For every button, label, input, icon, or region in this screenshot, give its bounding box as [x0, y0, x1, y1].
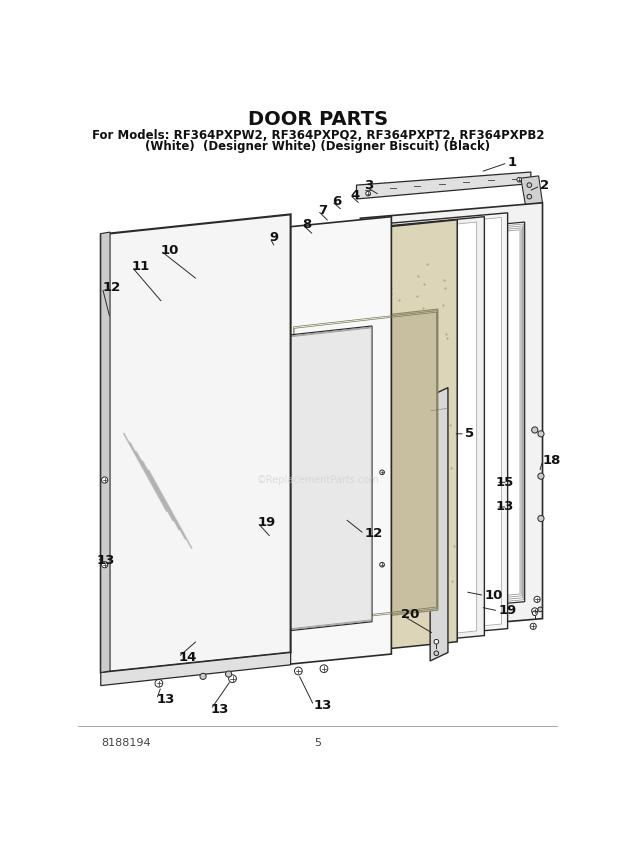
- Circle shape: [538, 431, 544, 437]
- Polygon shape: [360, 203, 542, 634]
- Circle shape: [320, 665, 328, 673]
- Circle shape: [434, 639, 439, 644]
- Polygon shape: [100, 214, 291, 673]
- Text: 12: 12: [102, 281, 120, 294]
- Text: 19: 19: [257, 516, 275, 529]
- Text: 20: 20: [402, 609, 420, 621]
- Text: For Models: RF364PXPW2, RF364PXPQ2, RF364PXPT2, RF364PXPB2: For Models: RF364PXPW2, RF364PXPQ2, RF36…: [92, 128, 544, 141]
- Polygon shape: [275, 220, 458, 660]
- Circle shape: [538, 473, 544, 479]
- Polygon shape: [342, 217, 502, 639]
- Circle shape: [434, 651, 439, 656]
- Text: 15: 15: [496, 476, 514, 489]
- Polygon shape: [205, 217, 391, 673]
- Text: 3: 3: [365, 180, 373, 193]
- Text: 11: 11: [131, 260, 150, 273]
- Text: 10: 10: [161, 244, 179, 257]
- Text: 18: 18: [542, 455, 561, 467]
- Polygon shape: [306, 217, 484, 652]
- Circle shape: [517, 177, 521, 182]
- Text: 6: 6: [332, 195, 341, 208]
- Text: ©ReplacementParts.com: ©ReplacementParts.com: [257, 475, 379, 485]
- Circle shape: [538, 607, 542, 612]
- Circle shape: [527, 183, 532, 187]
- Circle shape: [272, 223, 278, 229]
- Text: (White)  (Designer White) (Designer Biscuit) (Black): (White) (Designer White) (Designer Biscu…: [145, 140, 490, 153]
- Text: 13: 13: [97, 555, 115, 568]
- Text: 1: 1: [508, 157, 516, 169]
- Circle shape: [366, 191, 371, 196]
- Text: 7: 7: [317, 204, 327, 217]
- Text: 13: 13: [211, 703, 229, 716]
- Polygon shape: [265, 228, 285, 660]
- Text: 8: 8: [303, 218, 311, 231]
- Text: 13: 13: [496, 501, 515, 514]
- Circle shape: [527, 194, 532, 199]
- Text: 4: 4: [350, 188, 360, 202]
- Polygon shape: [378, 222, 525, 615]
- Text: 9: 9: [270, 231, 279, 244]
- Text: 19: 19: [498, 604, 516, 617]
- Polygon shape: [430, 388, 448, 661]
- Text: 13: 13: [156, 693, 175, 706]
- Polygon shape: [334, 213, 508, 644]
- Polygon shape: [198, 229, 210, 650]
- Text: 5: 5: [314, 739, 321, 748]
- Circle shape: [531, 608, 538, 614]
- Polygon shape: [100, 652, 291, 686]
- Text: 2: 2: [540, 180, 549, 193]
- Polygon shape: [100, 232, 110, 673]
- Circle shape: [226, 671, 232, 677]
- Circle shape: [379, 562, 384, 567]
- Circle shape: [200, 674, 206, 680]
- Circle shape: [229, 675, 236, 682]
- Circle shape: [533, 611, 537, 615]
- Text: 14: 14: [179, 651, 197, 663]
- Text: 12: 12: [365, 527, 383, 540]
- Polygon shape: [316, 222, 477, 647]
- Circle shape: [538, 515, 544, 521]
- Text: DOOR PARTS: DOOR PARTS: [247, 110, 388, 129]
- Text: 8188194: 8188194: [100, 739, 151, 748]
- Circle shape: [531, 427, 538, 433]
- Circle shape: [530, 623, 536, 629]
- Circle shape: [102, 562, 108, 568]
- Polygon shape: [356, 172, 531, 199]
- Circle shape: [379, 470, 384, 474]
- Circle shape: [102, 477, 108, 483]
- Circle shape: [534, 597, 540, 603]
- Text: 5: 5: [465, 427, 474, 440]
- Polygon shape: [521, 175, 542, 205]
- Circle shape: [155, 680, 162, 687]
- Text: 10: 10: [484, 589, 503, 602]
- Circle shape: [294, 667, 303, 675]
- Polygon shape: [223, 326, 372, 638]
- Text: 13: 13: [314, 699, 332, 712]
- Circle shape: [273, 547, 278, 551]
- Polygon shape: [293, 309, 438, 627]
